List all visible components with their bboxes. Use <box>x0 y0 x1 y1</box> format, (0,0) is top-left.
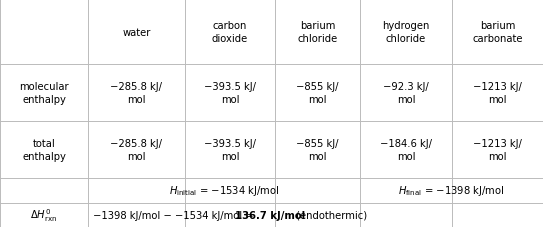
Text: −393.5 kJ/
mol: −393.5 kJ/ mol <box>204 82 256 104</box>
Text: barium
chloride: barium chloride <box>298 21 338 44</box>
Text: −855 kJ/
mol: −855 kJ/ mol <box>296 82 339 104</box>
Text: −285.8 kJ/
mol: −285.8 kJ/ mol <box>110 139 162 161</box>
Text: −92.3 kJ/
mol: −92.3 kJ/ mol <box>383 82 429 104</box>
Text: −1213 kJ/
mol: −1213 kJ/ mol <box>473 139 522 161</box>
Text: carbon
dioxide: carbon dioxide <box>212 21 248 44</box>
Text: −855 kJ/
mol: −855 kJ/ mol <box>296 139 339 161</box>
Text: hydrogen
chloride: hydrogen chloride <box>382 21 430 44</box>
Text: $H_{\rm initial}$ = −1534 kJ/mol: $H_{\rm initial}$ = −1534 kJ/mol <box>169 184 279 198</box>
Text: water: water <box>122 27 151 37</box>
Text: barium
carbonate: barium carbonate <box>472 21 523 44</box>
Text: −393.5 kJ/
mol: −393.5 kJ/ mol <box>204 139 256 161</box>
Text: $H_{\rm final}$ = −1398 kJ/mol: $H_{\rm final}$ = −1398 kJ/mol <box>398 184 505 198</box>
Text: molecular
enthalpy: molecular enthalpy <box>19 82 69 104</box>
Text: −1213 kJ/
mol: −1213 kJ/ mol <box>473 82 522 104</box>
Text: (endothermic): (endothermic) <box>293 210 367 220</box>
Text: −1398 kJ/mol − −1534 kJ/mol =: −1398 kJ/mol − −1534 kJ/mol = <box>93 210 257 220</box>
Text: −184.6 kJ/
mol: −184.6 kJ/ mol <box>380 139 432 161</box>
Text: −285.8 kJ/
mol: −285.8 kJ/ mol <box>110 82 162 104</box>
Text: $\Delta H^0_{\rm rxn}$: $\Delta H^0_{\rm rxn}$ <box>30 207 58 223</box>
Text: 136.7 kJ/mol: 136.7 kJ/mol <box>235 210 305 220</box>
Text: total
enthalpy: total enthalpy <box>22 139 66 161</box>
